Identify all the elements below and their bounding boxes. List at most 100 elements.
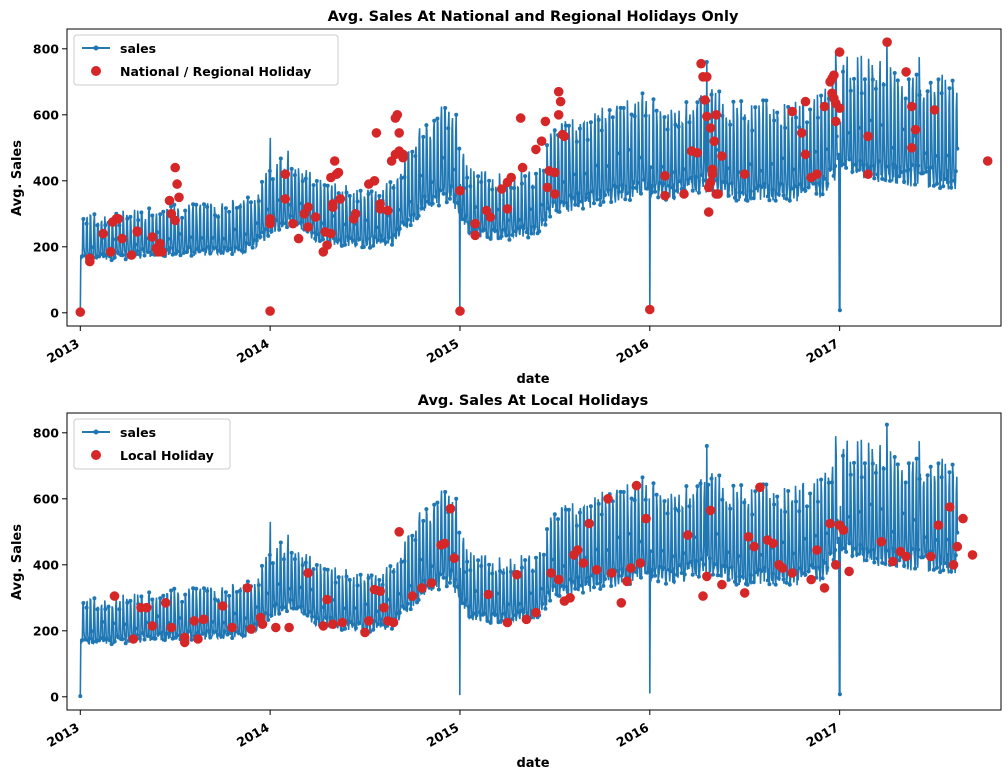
sales-point	[764, 98, 769, 103]
x-tick-label: 2014	[234, 335, 272, 366]
sales-point	[87, 636, 92, 641]
holiday-point	[113, 214, 124, 224]
sales-point	[162, 638, 167, 642]
sales-point	[394, 611, 399, 616]
sales-point	[842, 162, 847, 167]
sales-point	[393, 233, 398, 237]
sales-point	[477, 226, 482, 231]
sales-point	[751, 196, 756, 201]
holiday-point	[360, 627, 370, 638]
holiday-point	[379, 602, 389, 613]
sales-point	[850, 553, 855, 558]
sales-point	[452, 193, 457, 198]
sales-point	[214, 245, 219, 250]
sales-point	[139, 210, 144, 215]
sales-point	[862, 77, 867, 82]
sales-point	[142, 253, 147, 258]
x-tick-label: 2016	[614, 719, 652, 750]
sales-point	[353, 626, 358, 630]
sales-point	[227, 209, 232, 214]
holiday-point	[743, 532, 754, 542]
sales-point	[944, 537, 949, 542]
sales-point	[615, 535, 620, 540]
chart-title: Avg. Sales At Local Holidays	[418, 393, 648, 409]
sales-point	[202, 586, 206, 591]
sales-point	[750, 512, 755, 517]
sales-point	[236, 631, 241, 635]
sales-point	[626, 531, 631, 536]
holiday-point	[717, 151, 727, 161]
holiday-point	[246, 624, 256, 634]
sales-point	[618, 489, 623, 494]
sales-point	[222, 629, 227, 634]
holiday-point	[768, 538, 778, 549]
sales-point	[573, 586, 578, 591]
sales-point	[556, 517, 560, 522]
sales-point	[292, 173, 297, 178]
holiday-point	[179, 637, 190, 648]
sales-point	[427, 201, 432, 206]
sales-point	[673, 122, 678, 127]
sales-point	[158, 596, 163, 601]
sales-point	[537, 229, 542, 234]
sales-point	[493, 228, 498, 233]
sales-point	[319, 605, 324, 610]
sales-point	[422, 578, 427, 583]
sales-point	[128, 598, 133, 603]
sales-point	[375, 622, 380, 626]
sales-point	[881, 466, 886, 471]
sales-point	[418, 557, 423, 562]
sales-point	[795, 185, 800, 190]
sales-point	[95, 607, 100, 612]
sales-point	[913, 566, 918, 571]
chart-local: Avg. Sales At Local Holidays 2013 2014 201…	[10, 393, 1002, 771]
holiday-point	[147, 621, 158, 631]
sales-point	[220, 236, 225, 241]
sales-point	[841, 453, 845, 458]
sales-point	[585, 137, 590, 142]
sales-point	[554, 208, 559, 213]
sales-point	[811, 565, 816, 570]
sales-point	[886, 548, 891, 553]
sales-point	[842, 546, 847, 551]
holiday-point	[542, 182, 553, 193]
sales-point	[269, 613, 274, 617]
sales-point	[474, 613, 479, 618]
sales-point	[145, 249, 150, 254]
sales-point	[436, 203, 441, 208]
holiday-point	[449, 553, 460, 563]
sales-point	[529, 231, 534, 236]
holiday-point	[470, 218, 481, 229]
holiday-point	[546, 568, 556, 578]
sales-point	[482, 611, 487, 616]
sales-point	[460, 601, 465, 606]
plot-area	[78, 422, 978, 699]
sales-point	[803, 572, 808, 577]
sales-point	[563, 507, 568, 512]
sales-point	[494, 207, 499, 212]
holiday-point	[777, 563, 788, 573]
sales-point	[848, 88, 853, 93]
sales-point	[192, 250, 197, 255]
sales-point	[715, 573, 720, 578]
holiday-point	[888, 556, 898, 567]
sales-point	[548, 214, 553, 219]
sales-point	[275, 198, 280, 203]
sales-point	[888, 178, 892, 183]
sales-point	[947, 470, 952, 475]
sales-point	[136, 218, 141, 223]
sales-point	[473, 205, 477, 209]
sales-point	[413, 538, 418, 542]
sales-point	[432, 118, 437, 123]
sales-point	[938, 186, 943, 190]
sales-point	[955, 146, 960, 151]
sales-point	[866, 165, 871, 170]
holiday-point	[819, 583, 830, 593]
sales-point	[845, 514, 850, 519]
sales-point	[169, 588, 174, 593]
sales-point	[837, 692, 842, 697]
sales-point	[883, 177, 888, 182]
sales-point	[161, 593, 166, 598]
sales-point	[231, 611, 236, 616]
sales-point	[208, 251, 213, 256]
